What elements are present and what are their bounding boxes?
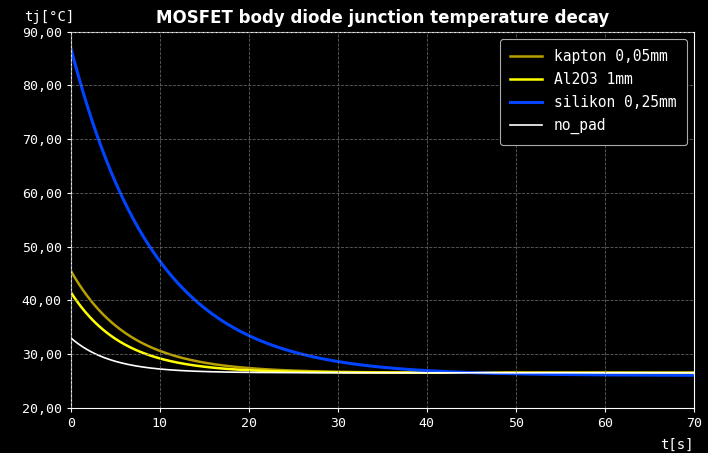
kapton 0,05mm: [671, 370, 680, 376]
Al2O3 1mm: [353, 370, 362, 375]
silikon 0,25mm: [67, 45, 75, 51]
Text: tj[°C]: tj[°C]: [24, 10, 74, 24]
no_pad: [67, 335, 75, 341]
Line: no_pad: no_pad: [71, 338, 694, 373]
silikon 0,25mm: [98, 148, 107, 153]
silikon 0,25mm: [671, 372, 680, 378]
no_pad: [690, 370, 698, 376]
Line: silikon 0,25mm: silikon 0,25mm: [71, 48, 694, 375]
Al2O3 1mm: [98, 327, 107, 332]
Al2O3 1mm: [557, 370, 566, 376]
silikon 0,25mm: [370, 364, 378, 369]
no_pad: [671, 370, 680, 376]
kapton 0,05mm: [370, 370, 378, 375]
Al2O3 1mm: [671, 370, 680, 376]
Line: Al2O3 1mm: Al2O3 1mm: [71, 292, 694, 373]
Al2O3 1mm: [690, 370, 698, 376]
no_pad: [98, 354, 107, 360]
no_pad: [557, 370, 566, 376]
kapton 0,05mm: [353, 369, 362, 375]
Title: MOSFET body diode junction temperature decay: MOSFET body diode junction temperature d…: [156, 10, 609, 27]
silikon 0,25mm: [671, 372, 680, 378]
Al2O3 1mm: [67, 289, 75, 295]
Text: t[s]: t[s]: [661, 438, 694, 452]
silikon 0,25mm: [353, 361, 362, 367]
kapton 0,05mm: [67, 268, 75, 274]
Al2O3 1mm: [671, 370, 680, 376]
silikon 0,25mm: [557, 372, 566, 377]
kapton 0,05mm: [98, 311, 107, 317]
no_pad: [370, 370, 378, 376]
kapton 0,05mm: [671, 370, 680, 376]
kapton 0,05mm: [557, 370, 566, 376]
no_pad: [671, 370, 680, 376]
kapton 0,05mm: [690, 370, 698, 376]
Line: kapton 0,05mm: kapton 0,05mm: [71, 271, 694, 373]
no_pad: [353, 370, 362, 376]
Al2O3 1mm: [370, 370, 378, 375]
Legend: kapton 0,05mm, Al2O3 1mm, silikon 0,25mm, no_pad: kapton 0,05mm, Al2O3 1mm, silikon 0,25mm…: [500, 39, 687, 145]
silikon 0,25mm: [690, 372, 698, 378]
